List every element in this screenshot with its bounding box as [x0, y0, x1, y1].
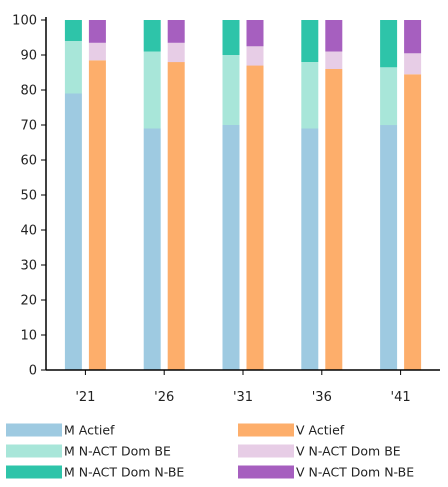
bar-segment [143, 128, 161, 370]
legend-swatch [238, 444, 294, 458]
bar-segment [380, 67, 398, 126]
bar-segment [88, 60, 106, 371]
y-tick-label: 40 [20, 224, 37, 239]
legend-label: V Actief [296, 423, 345, 438]
bar-segment [222, 20, 240, 55]
bar-segment [404, 20, 422, 54]
y-tick-label: 30 [20, 259, 37, 274]
bar-segment [325, 69, 343, 370]
legend-label: M N-ACT Dom N-BE [64, 465, 184, 480]
legend-swatch [238, 465, 294, 479]
x-tick-label: '31 [233, 390, 253, 405]
y-tick-label: 100 [12, 14, 37, 29]
bar-segment [64, 93, 82, 370]
legend-label: V N-ACT Dom N-BE [296, 465, 414, 480]
legend-swatch [6, 423, 62, 437]
legend-label: M N-ACT Dom BE [64, 444, 171, 459]
bar-segment [64, 41, 82, 94]
bar-segment [404, 53, 422, 75]
x-tick-label: '36 [312, 390, 332, 405]
legend-label: M Actief [64, 423, 115, 438]
bar-segment [222, 125, 240, 370]
x-tick-label: '41 [391, 390, 411, 405]
bar-segment [301, 20, 319, 62]
x-tick-label: '26 [154, 390, 174, 405]
bar-segment [88, 20, 106, 43]
bar-segment [325, 20, 343, 52]
bar-segment [143, 51, 161, 129]
y-tick-label: 80 [20, 84, 37, 99]
bar-segment [380, 125, 398, 370]
y-tick-label: 20 [20, 294, 37, 309]
bar-segment [380, 20, 398, 68]
legend-label: V N-ACT Dom BE [296, 444, 401, 459]
bar-segment [143, 20, 161, 52]
bar-segment [246, 20, 264, 47]
legend-swatch [6, 444, 62, 458]
legend-swatch [6, 465, 62, 479]
y-tick-label: 50 [20, 189, 37, 204]
bar-segment [64, 20, 82, 41]
y-tick-label: 0 [29, 364, 37, 379]
bar-segment [167, 20, 185, 43]
y-tick-label: 90 [20, 49, 37, 64]
bar-segment [88, 42, 106, 61]
bar-segment [301, 62, 319, 129]
bar-segment [246, 46, 264, 66]
bars-layer [64, 20, 422, 371]
bar-segment [301, 128, 319, 370]
bar-segment [222, 55, 240, 125]
legend-swatch [238, 423, 294, 437]
bar-segment [167, 62, 185, 370]
bar-segment [404, 74, 422, 371]
bar-segment [167, 42, 185, 63]
legend: M Actief V Actief M N-ACT Dom BE V N-ACT Do… [6, 423, 414, 480]
axes-layer: '21 '26 '31 '36 '41 0 10 20 30 40 50 60 70 80 90 100 [12, 14, 440, 405]
y-tick-label: 70 [20, 119, 37, 134]
y-tick-label: 10 [20, 329, 37, 344]
bar-segment [325, 51, 343, 69]
x-tick-label: '21 [75, 390, 95, 405]
bar-segment [246, 65, 264, 370]
y-tick-label: 60 [20, 154, 37, 169]
